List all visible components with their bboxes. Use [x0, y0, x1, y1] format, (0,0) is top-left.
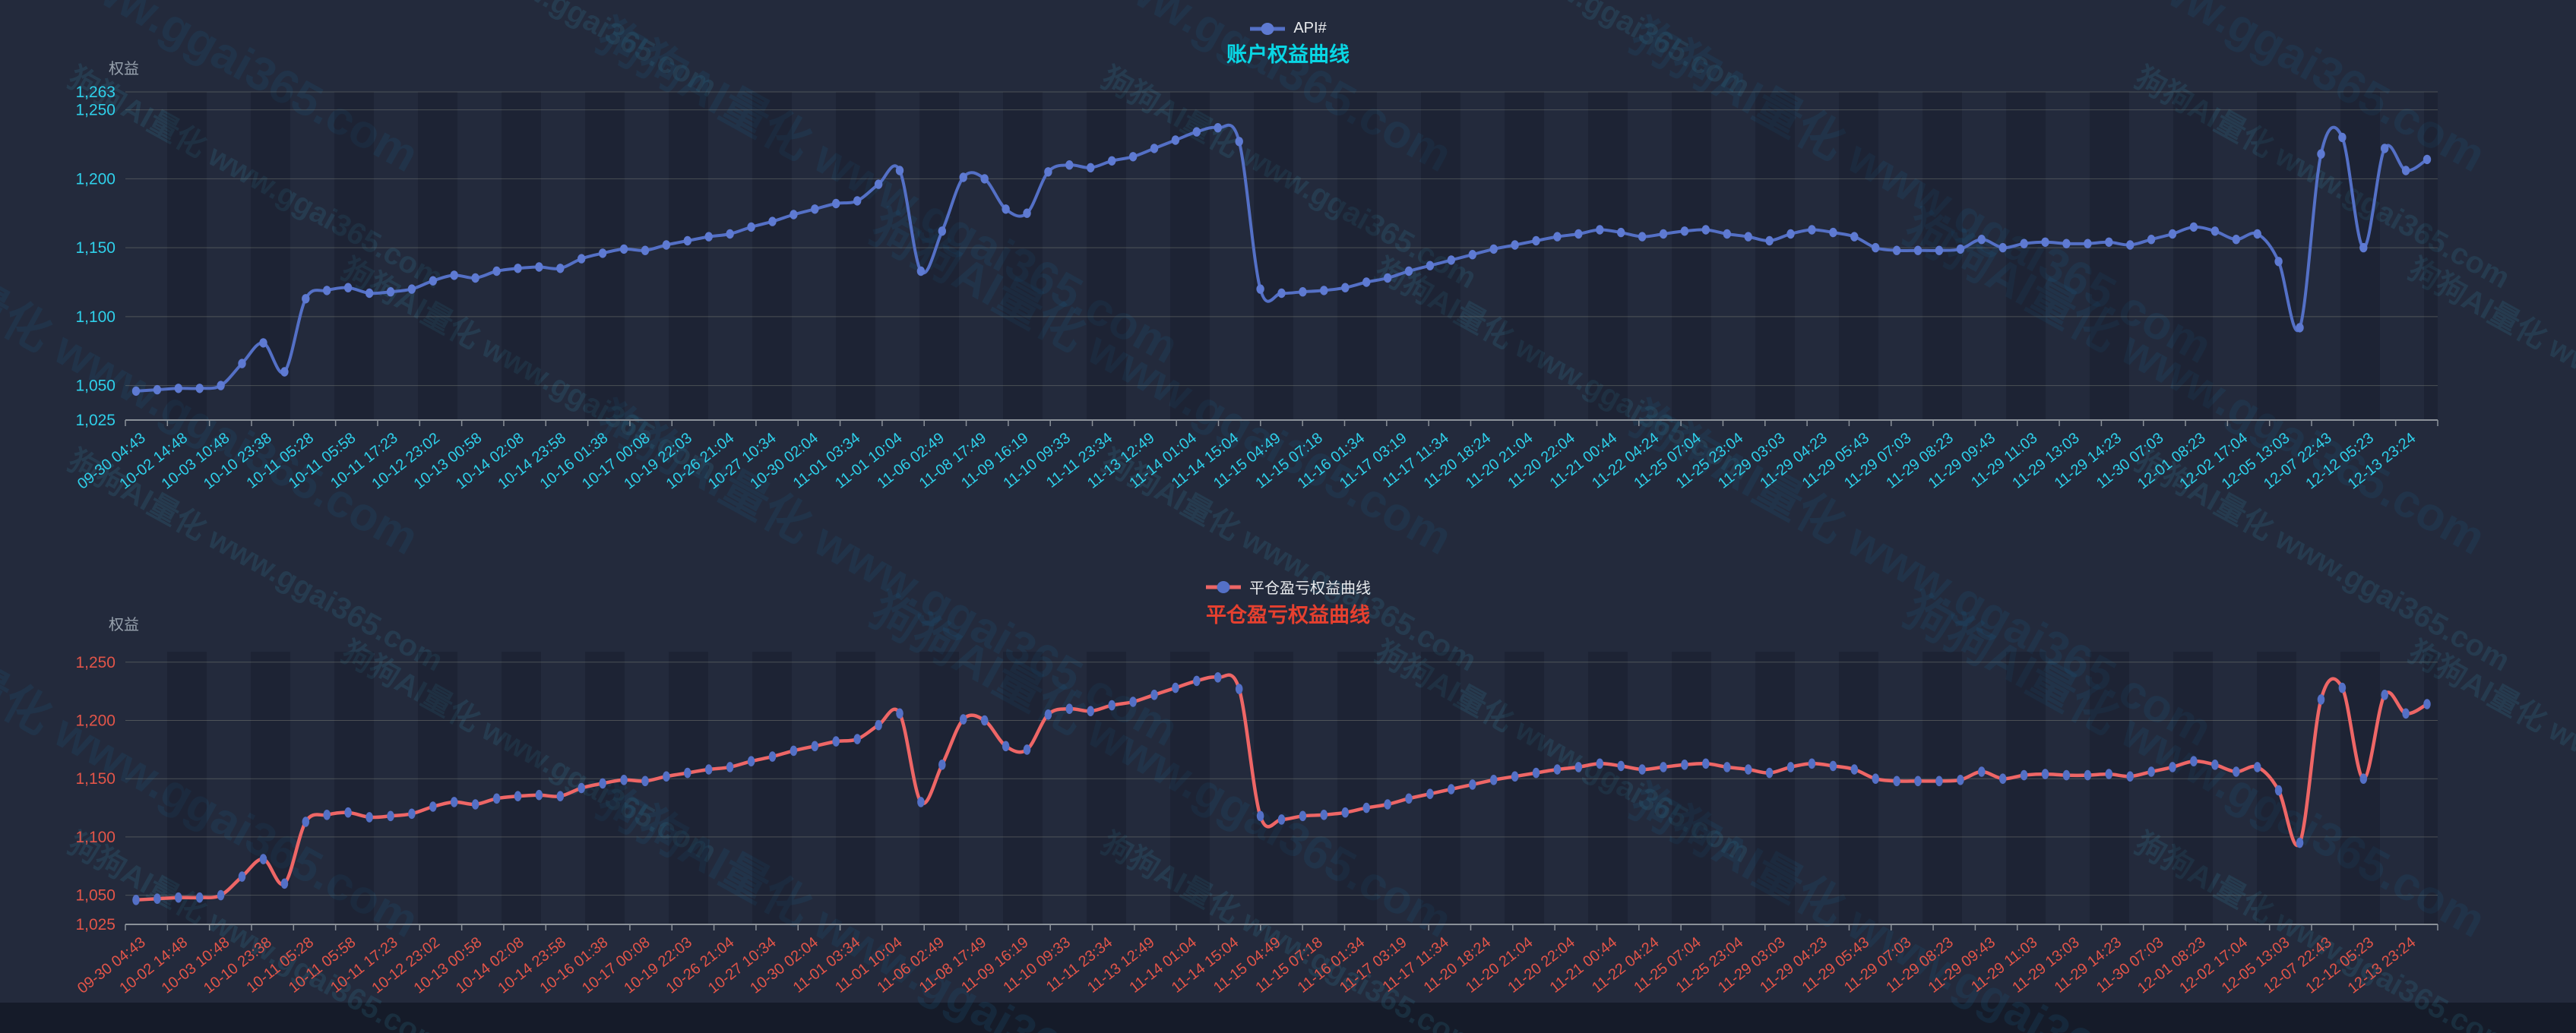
gridlines: [125, 91, 2438, 387]
series-points: [131, 123, 2432, 396]
svg-text:1,263: 1,263: [75, 84, 116, 101]
plot-background-bands: [125, 652, 2438, 924]
series-points: [132, 672, 2431, 905]
line-dot-legend-icon: [1250, 22, 1286, 35]
line-dot-legend-icon: [1206, 580, 1241, 593]
legend-item-closed-pnl[interactable]: 平仓盈亏权益曲线: [0, 576, 2576, 598]
x-axis: [125, 924, 2438, 930]
legend-label: API#: [1293, 20, 1327, 36]
svg-text:1,025: 1,025: [75, 916, 116, 933]
x-axis: [125, 419, 2438, 426]
footer-strip: [0, 1003, 2576, 1033]
y-axis-labels: 1,250 1,200 1,150 1,100 1,050 1,025: [75, 654, 116, 933]
svg-text:1,050: 1,050: [75, 378, 116, 395]
svg-text:1,150: 1,150: [75, 770, 116, 788]
svg-text:1,100: 1,100: [75, 829, 116, 846]
svg-text:1,250: 1,250: [75, 102, 116, 119]
svg-text:1,025: 1,025: [75, 412, 116, 429]
legend-item-api[interactable]: API#: [0, 20, 2576, 37]
svg-text:1,150: 1,150: [75, 239, 116, 257]
svg-text:1,200: 1,200: [75, 170, 116, 188]
svg-text:1,250: 1,250: [75, 654, 116, 671]
svg-text:1,200: 1,200: [75, 712, 116, 730]
svg-text:1,100: 1,100: [75, 308, 116, 326]
plot-background-bands: [125, 92, 2438, 420]
svg-text:1,050: 1,050: [75, 887, 116, 905]
gridlines: [125, 662, 2438, 896]
legend-label: 平仓盈亏权益曲线: [1249, 580, 1371, 597]
